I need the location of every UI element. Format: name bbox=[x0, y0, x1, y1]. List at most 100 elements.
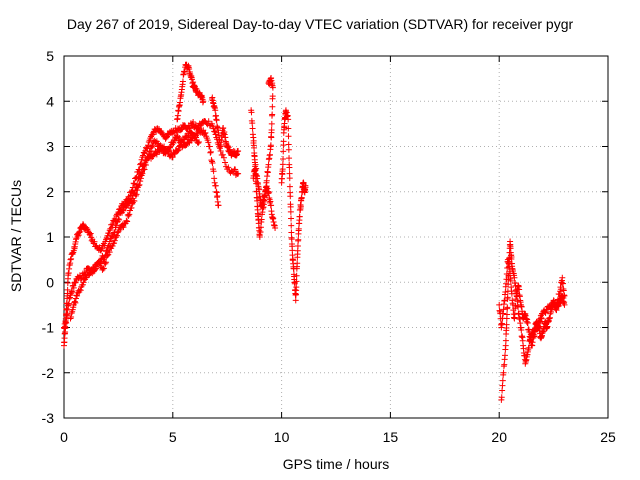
data-point bbox=[507, 270, 514, 277]
data-point bbox=[542, 309, 549, 316]
data-point bbox=[66, 295, 73, 302]
data-point bbox=[248, 109, 255, 116]
data-point bbox=[235, 170, 242, 177]
data-point bbox=[179, 78, 186, 85]
data-point bbox=[120, 207, 127, 214]
data-point bbox=[211, 179, 218, 186]
data-point bbox=[287, 193, 294, 200]
data-point bbox=[147, 148, 154, 155]
data-point bbox=[220, 125, 227, 132]
data-point bbox=[280, 138, 287, 145]
x-tick-label: 25 bbox=[600, 429, 616, 445]
x-tick-label: 0 bbox=[60, 429, 68, 445]
data-point bbox=[137, 178, 144, 185]
data-point bbox=[503, 321, 510, 328]
data-point bbox=[68, 288, 75, 295]
data-point bbox=[504, 294, 511, 301]
data-point bbox=[560, 295, 567, 302]
data-point bbox=[295, 236, 302, 243]
data-point bbox=[210, 125, 217, 132]
data-point bbox=[502, 352, 509, 359]
data-point bbox=[144, 154, 151, 161]
data-point bbox=[72, 279, 79, 286]
data-point bbox=[142, 161, 149, 168]
data-point bbox=[128, 204, 135, 211]
data-point bbox=[105, 251, 112, 258]
data-point bbox=[145, 142, 152, 149]
x-tick-label: 10 bbox=[274, 429, 290, 445]
y-tick-label: -1 bbox=[42, 320, 55, 336]
data-point bbox=[137, 175, 144, 182]
data-point bbox=[126, 211, 133, 218]
data-point bbox=[285, 133, 292, 140]
data-point bbox=[253, 165, 260, 172]
data-point bbox=[524, 319, 531, 326]
data-point bbox=[169, 153, 176, 160]
data-point bbox=[285, 146, 292, 153]
data-point bbox=[502, 337, 509, 344]
data-point bbox=[302, 184, 309, 191]
data-point bbox=[272, 224, 279, 231]
data-point bbox=[72, 299, 79, 306]
x-tick-label: 5 bbox=[169, 429, 177, 445]
grid bbox=[64, 56, 608, 418]
data-point bbox=[67, 256, 74, 263]
data-point bbox=[144, 145, 151, 152]
data-point bbox=[111, 240, 118, 247]
data-point bbox=[254, 197, 261, 204]
data-point bbox=[500, 306, 507, 313]
data-point bbox=[499, 320, 506, 327]
data-point bbox=[146, 148, 153, 155]
data-point bbox=[280, 155, 287, 162]
data-point bbox=[175, 146, 182, 153]
data-point bbox=[297, 203, 304, 210]
data-point bbox=[103, 236, 110, 243]
data-point bbox=[518, 326, 525, 333]
data-point bbox=[103, 248, 110, 255]
data-point bbox=[87, 230, 94, 237]
data-point bbox=[205, 139, 212, 146]
data-point bbox=[293, 272, 300, 279]
y-tick-label: 2 bbox=[46, 184, 54, 200]
data-point bbox=[499, 377, 506, 384]
data-point bbox=[71, 298, 78, 305]
data-point bbox=[65, 301, 72, 308]
data-point bbox=[288, 229, 295, 236]
y-tick-label: -3 bbox=[42, 410, 55, 426]
data-point bbox=[501, 361, 508, 368]
data-point bbox=[211, 128, 218, 135]
data-point bbox=[102, 260, 109, 267]
data-point bbox=[140, 165, 147, 172]
data-point bbox=[292, 297, 299, 304]
data-point bbox=[195, 138, 202, 145]
data-point bbox=[75, 232, 82, 239]
data-point bbox=[92, 265, 99, 272]
data-point bbox=[288, 222, 295, 229]
data-point bbox=[174, 147, 181, 154]
data-point bbox=[136, 181, 143, 188]
data-point bbox=[287, 203, 294, 210]
data-point bbox=[77, 287, 84, 294]
data-point bbox=[123, 203, 130, 210]
data-point bbox=[225, 164, 232, 171]
data-point bbox=[72, 236, 79, 243]
axis-ticks: 0 5 10 15 20 25 -3 -2 -1 0 1 2 3 4 5 bbox=[42, 48, 616, 445]
data-point bbox=[98, 245, 105, 252]
data-point bbox=[68, 310, 75, 317]
data-point bbox=[74, 233, 81, 240]
data-point bbox=[553, 307, 560, 314]
data-point bbox=[109, 243, 116, 250]
data-point bbox=[67, 315, 74, 322]
data-point bbox=[134, 187, 141, 194]
data-point bbox=[74, 292, 81, 299]
data-point bbox=[174, 112, 181, 119]
y-axis-label: SDTVAR / TECUs bbox=[8, 179, 24, 293]
data-point bbox=[120, 224, 127, 231]
data-point bbox=[100, 265, 107, 272]
data-point bbox=[190, 135, 197, 142]
data-point bbox=[163, 134, 170, 141]
data-point bbox=[113, 232, 120, 239]
data-point bbox=[207, 149, 214, 156]
data-point bbox=[269, 103, 276, 110]
data-point bbox=[113, 234, 120, 240]
